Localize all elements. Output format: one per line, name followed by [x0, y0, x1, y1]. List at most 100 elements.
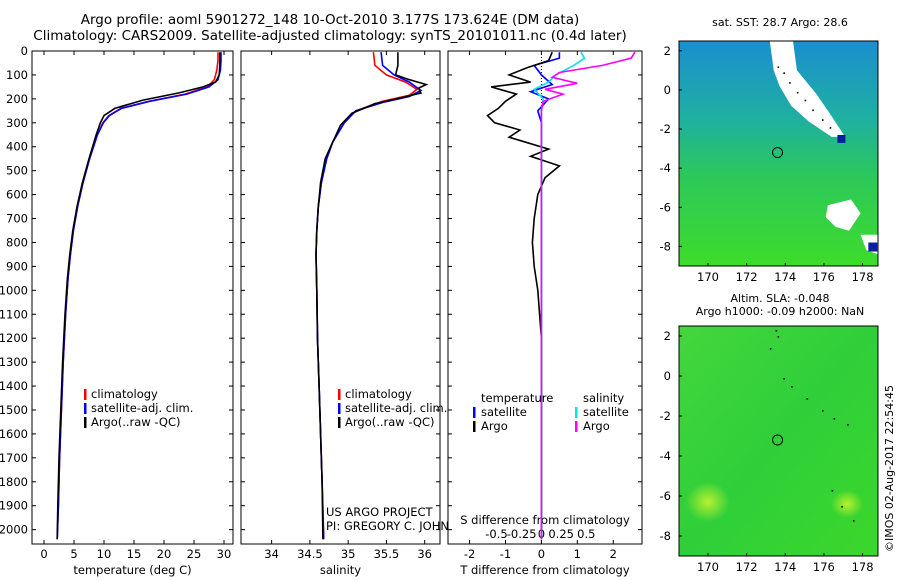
- legend-swatch: [575, 421, 578, 432]
- y-tick-label: 1200: [0, 331, 28, 345]
- legend-swatch: [338, 417, 341, 428]
- map-y-tick-label: -4: [660, 449, 671, 463]
- coastline-dot: [783, 72, 785, 74]
- map-x-tick-label: 178: [852, 270, 874, 284]
- map-frame: [678, 325, 879, 557]
- map-x-tick-label: 170: [697, 560, 719, 574]
- cold-pixel: [868, 242, 878, 252]
- sst-map-title: sat. SST: 28.7 Argo: 28.6: [712, 16, 848, 29]
- x-axis-label: T difference from climatology: [459, 563, 630, 577]
- y-tick-label: 1800: [0, 475, 28, 489]
- coastline-dot: [833, 418, 836, 420]
- map-y-tick-label: 2: [664, 44, 671, 58]
- coastline-dot: [804, 99, 807, 102]
- map-x-tick-label: 178: [852, 560, 874, 574]
- map-y-tick-label: -8: [660, 529, 671, 543]
- x-tick-label-s: -0.5: [485, 527, 507, 541]
- x-tick-label-t: -1: [500, 547, 511, 561]
- x-tick-label: 35.5: [374, 547, 400, 561]
- x-axis-label: salinity: [320, 563, 361, 577]
- panel-frame: [447, 50, 643, 545]
- coastline-dot: [775, 330, 778, 332]
- sst-map: 170 172 174 176 178 2 0 -2 -4 -6 -8: [660, 40, 879, 284]
- map-x-tick-label: 170: [697, 270, 719, 284]
- y-tick-label: 800: [6, 235, 28, 249]
- x-tick-label-t: 0: [538, 547, 545, 561]
- legend-swatch: [84, 417, 87, 428]
- series-line: [56, 52, 221, 540]
- argo-location-marker: [772, 434, 784, 446]
- y-tick-label: 500: [6, 164, 28, 178]
- coastline-dot: [769, 348, 772, 350]
- x-tick-label: 5: [70, 547, 77, 561]
- no-data-region: [825, 199, 861, 231]
- coastline-dot: [831, 490, 834, 492]
- legend-label: satellite: [481, 405, 527, 419]
- coastline-dot: [829, 127, 832, 129]
- legend-label: Argo(..raw -QC): [91, 415, 181, 429]
- coastline-dot: [841, 506, 843, 508]
- sla-map: 170 172 174 176 178 2 0 -2 -4 -6 -8: [660, 325, 879, 574]
- y-tick-label: 1100: [0, 307, 28, 321]
- sla-map-subtitle: Argo h1000: -0.09 h2000: NaN: [695, 305, 865, 318]
- coastline-dot: [791, 386, 793, 388]
- map-y-tick-label: -2: [660, 409, 671, 423]
- map-x-tick-label: 174: [774, 560, 796, 574]
- map-x-tick-label: 176: [813, 270, 835, 284]
- y-tick-label: 1500: [0, 403, 28, 417]
- project-annotation: US ARGO PROJECT: [326, 505, 434, 519]
- y-tick-label: 2000: [0, 523, 28, 537]
- map-frame: [678, 40, 879, 267]
- legend-label: Argo: [481, 419, 508, 433]
- x-tick-label: 10: [97, 547, 112, 561]
- profile-panel-2: 34 34.5 35 35.5 36 salinity climatologysatelli…: [240, 50, 474, 577]
- y-tick-label: 700: [6, 212, 28, 226]
- y-tick-label: 200: [6, 92, 28, 106]
- x-tick-label-s: -0.25: [507, 527, 537, 541]
- x-tick-label-t: -2: [464, 547, 475, 561]
- profile-panel-1: 0100200300400500600700800900100011001200…: [0, 44, 234, 577]
- coastline-dot: [821, 410, 824, 412]
- map-x-tick-label: 172: [736, 560, 758, 574]
- series-line: [315, 52, 429, 540]
- legend-swatch: [84, 389, 87, 400]
- y-tick-label: 100: [6, 68, 28, 82]
- y-tick-label: 900: [6, 259, 28, 273]
- y-tick-label: 400: [6, 140, 28, 154]
- map-y-tick-label: -6: [660, 489, 671, 503]
- y-tick-label: 1400: [0, 379, 28, 393]
- legend-label: climatology: [345, 387, 412, 401]
- coastline-dot: [852, 520, 855, 522]
- x-tick-label: 35: [341, 547, 356, 561]
- pi-annotation: PI: GREGORY C. JOHNSON: [326, 519, 474, 533]
- legend-label: satellite-adj. clim.: [91, 401, 193, 415]
- x-tick-label: 30: [217, 547, 232, 561]
- legend-swatch: [473, 407, 476, 418]
- y-tick-label: 0: [21, 44, 28, 58]
- map-y-tick-label: -8: [660, 239, 671, 253]
- panel-frame: [240, 50, 441, 545]
- sla-map-title: Altim. SLA: -0.048: [730, 292, 830, 305]
- map-x-tick-label: 174: [774, 270, 796, 284]
- legend-swatch: [575, 407, 578, 418]
- legend-label: climatology: [91, 387, 158, 401]
- coastline-dot: [777, 336, 780, 338]
- coastline-dot: [783, 378, 785, 380]
- coastline-dot: [777, 66, 780, 69]
- high-sla-patch: [685, 482, 730, 522]
- plot-title-line-2: Climatology: CARS2009. Satellite-adjuste…: [33, 28, 627, 44]
- x-tick-label: 20: [157, 547, 172, 561]
- coastline-dot: [806, 398, 809, 400]
- coastline-dot: [847, 424, 849, 426]
- legend-title-salinity: salinity: [583, 391, 624, 405]
- profile-panel-3: T difference from climatology -2 -1 0 1 2 -0.5…: [447, 50, 643, 577]
- coastline-dot: [789, 82, 791, 84]
- y-tick-label: 1700: [0, 451, 28, 465]
- y-tick-label: 1300: [0, 355, 28, 369]
- map-y-tick-label: -2: [660, 122, 671, 136]
- y-tick-label: 1000: [0, 283, 28, 297]
- y-tick-label: 1600: [0, 427, 28, 441]
- map-y-tick-label: 0: [664, 83, 671, 97]
- series-line: [486, 51, 562, 540]
